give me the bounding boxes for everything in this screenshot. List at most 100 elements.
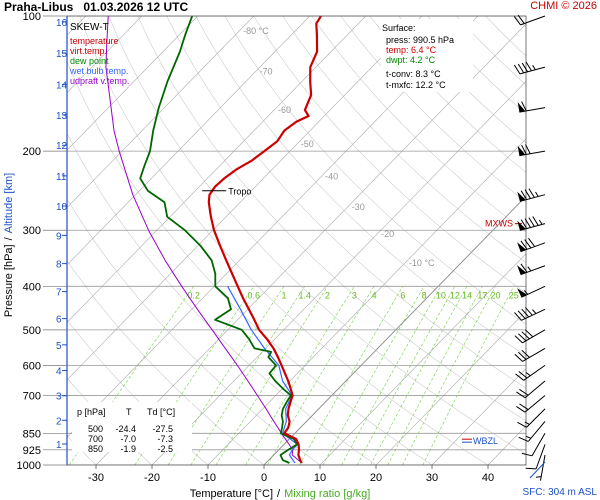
pressure-tick-label: 400 — [23, 281, 41, 293]
wind-barb-flag — [524, 189, 531, 199]
wind-barb-flag — [514, 312, 522, 321]
altitude-tick-label: 4 — [56, 367, 62, 378]
isotherm — [67, 16, 310, 266]
wind-barb-flag — [519, 403, 529, 411]
mixing-ratio-label: 0.6 — [248, 290, 261, 300]
surface-title: Surface: — [382, 23, 416, 33]
altitude-tick-label: 13 — [56, 111, 68, 122]
wind-barb-flag — [521, 452, 533, 457]
table-cell: 500 — [88, 424, 103, 434]
wind-barb-flag — [519, 388, 529, 396]
table-cell: -7.0 — [120, 434, 136, 444]
wind-barb-flag — [521, 101, 527, 112]
surface-temp: temp: 6.4 °C — [386, 45, 437, 55]
xlabel-separator: / — [277, 488, 281, 500]
wind-barb-flag — [521, 349, 530, 358]
mixing-ratio-label: 8 — [422, 290, 427, 300]
wetbulb-curve — [227, 286, 299, 464]
wind-barb-staff — [521, 308, 546, 321]
pressure-tick-label: 700 — [23, 390, 41, 402]
dry-adiabat — [340, 16, 526, 203]
isotherm — [319, 253, 526, 465]
altitude-tick-label: 14 — [56, 80, 68, 91]
xlabel-temperature: Temperature [°C] — [190, 488, 273, 500]
wind-barb-pennant — [517, 145, 526, 156]
mxws-label: MXWS — [485, 219, 513, 229]
wind-barb-staff — [519, 107, 546, 113]
wind-barb-flag — [518, 436, 529, 442]
wind-barb-half-flag — [527, 266, 532, 272]
wind-barb-staff — [535, 444, 546, 470]
wind-barb — [513, 61, 546, 75]
wind-barb-flag — [524, 218, 531, 228]
parcel-curve — [105, 16, 303, 464]
wind-barb — [517, 101, 546, 113]
wind-barb-half-flag — [532, 65, 536, 71]
station-title: Praha-Libus 01.03.2026 12 UTC — [4, 0, 188, 14]
mixing-ratio-label: 17 — [477, 290, 487, 300]
wind-barb-flag — [528, 188, 535, 198]
wind-barb — [525, 444, 546, 470]
isotherm — [67, 16, 198, 151]
table-cell: -24.4 — [115, 424, 136, 434]
surface-info: Surface: press: 990.5 hPa temp: 6.4 °C d… — [381, 19, 473, 92]
grid-layer: 0.2 0.6 1 1.4 2 3 4 6 8 10 12 14 17 20 25 -80 °C -70 -60 -… — [67, 16, 600, 465]
wind-barb-flag — [525, 61, 532, 72]
header: Praha-Libus 01.03.2026 12 UTC CHMI © 202… — [0, 0, 600, 16]
isotherm-label: -20 — [381, 229, 394, 239]
legend-temperature: temperature — [70, 36, 119, 46]
dry-adiabat — [224, 16, 526, 325]
altitude-tick-label: 11 — [56, 172, 67, 183]
table-header-td: Td [°C] — [147, 407, 175, 417]
wind-barb-staff — [527, 421, 546, 442]
altitude-tick-label: 2 — [56, 416, 62, 427]
surface-wind-arrow — [529, 461, 546, 479]
temperature-curve — [207, 16, 322, 464]
isotherm — [263, 195, 526, 465]
wind-barb-pennant — [517, 102, 526, 113]
wind-barb-half-flag — [525, 435, 532, 439]
isotherm — [67, 16, 422, 381]
altitude-tick-label: 10 — [56, 202, 68, 213]
isotherm-label: -80 °C — [243, 26, 269, 36]
wind-barb — [517, 144, 546, 157]
wind-barb-half-flag — [538, 219, 543, 225]
wind-barb-half-flag — [524, 421, 530, 425]
legend-wet-bulb: wet bulb temp. — [69, 66, 129, 76]
wind-barb-half-flag — [535, 191, 539, 197]
isotherm-label: -40 — [325, 172, 338, 182]
data-layer — [105, 16, 322, 464]
isotherm-label: -50 — [301, 139, 314, 149]
wind-barb-half-flag — [525, 372, 531, 377]
y-axis-title: Pressure [hPa] / Altitude [km] — [3, 173, 15, 317]
table-header-t: T — [126, 407, 132, 417]
isotherm — [67, 16, 366, 323]
dry-adiabat — [195, 16, 526, 357]
wind-barb — [516, 380, 546, 399]
mixing-ratio-label: 14 — [462, 290, 472, 300]
ylabel-altitude: Altitude [km] — [3, 173, 15, 234]
wind-barb-flag — [514, 335, 523, 344]
table-row: 500 -24.4 -27.5 — [88, 424, 173, 434]
wind-barb-flag — [524, 329, 534, 338]
altitude-tick-label: 6 — [56, 315, 62, 326]
dry-adiabat — [544, 16, 600, 465]
wind-barb — [514, 329, 546, 344]
wind-barb-staff — [524, 380, 546, 399]
wind-barb-staff — [531, 433, 546, 457]
table-row: 850 -1.9 -2.5 — [88, 444, 173, 454]
table-cell: -7.3 — [157, 434, 173, 444]
wind-barb-flag — [516, 406, 526, 413]
sfc-label: SFC: 304 m ASL — [523, 487, 598, 498]
wind-barb-flag — [518, 351, 527, 360]
mixing-ratio-label: 12 — [450, 290, 460, 300]
wind-barb — [517, 408, 546, 428]
wind-barb-staff — [522, 329, 546, 344]
wind-barb-half-flag — [535, 476, 542, 478]
table-cell: -2.5 — [157, 444, 173, 454]
wind-barb-flag — [517, 63, 525, 74]
isotherm — [207, 138, 526, 465]
temperature-tick-label: -30 — [88, 472, 104, 484]
level-table-bg — [72, 402, 192, 452]
wind-barb-flag — [524, 307, 533, 316]
